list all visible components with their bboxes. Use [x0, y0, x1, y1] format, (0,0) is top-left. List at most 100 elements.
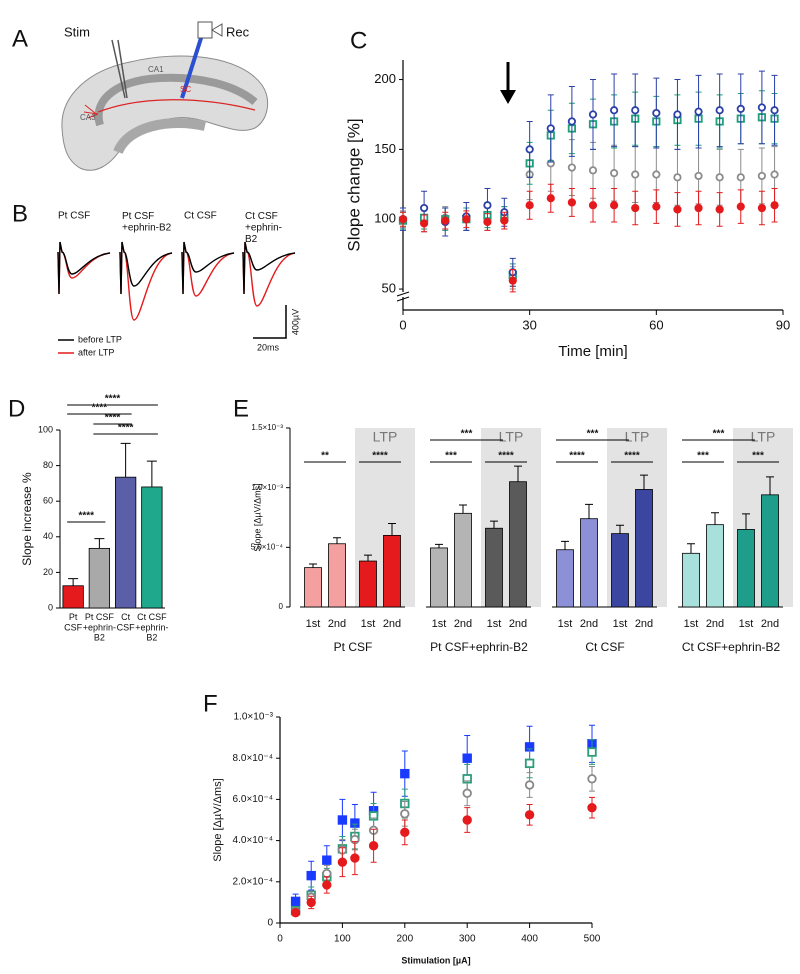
error-bar [94, 538, 105, 549]
error-bar [742, 513, 750, 530]
bar [359, 560, 377, 608]
x-tick-label: 1st [684, 618, 699, 630]
marker [524, 780, 535, 790]
marker [588, 201, 598, 210]
y-tick-label: 2.0×10⁻⁴ [233, 876, 273, 887]
x-axis-label: Time [min] [558, 343, 627, 360]
x-tick-label: Pt CSF [64, 612, 83, 632]
y-tick-label: 40 [43, 531, 53, 541]
significance-label: **** [372, 451, 388, 462]
marker [736, 104, 745, 113]
bar [635, 489, 653, 608]
bar [62, 585, 84, 609]
x-tick-label: 2nd [454, 618, 472, 630]
trace [119, 241, 173, 295]
y-tick-label: 6.0×10⁻⁴ [233, 794, 273, 805]
legend-label: before LTP [78, 334, 122, 344]
trace-column-label: Ct CSF +ephrin-B2 [245, 211, 282, 245]
marker [400, 827, 410, 838]
bar [485, 527, 503, 608]
y-tick-label: 50 [382, 280, 396, 295]
ltp-label: LTP [751, 429, 776, 445]
marker [483, 217, 492, 227]
marker [306, 897, 316, 908]
significance-label: *** [461, 429, 473, 440]
bar [141, 486, 163, 609]
x-tick-label: 90 [776, 317, 790, 332]
error-bar [514, 465, 522, 482]
x-tick-label: 100 [334, 934, 351, 945]
x-tick-label: 400 [521, 934, 538, 945]
bar [761, 494, 779, 608]
ltp-label: LTP [499, 429, 524, 445]
x-tick-label: 2nd [706, 618, 724, 630]
x-tick-label: 1st [558, 618, 573, 630]
marker [673, 205, 682, 214]
x-axis-label: Stimulation [µA] [401, 955, 470, 965]
trace [57, 241, 111, 295]
error-bar [333, 537, 341, 544]
trace [119, 241, 173, 321]
significance-label: *** [587, 429, 599, 440]
marker [567, 117, 576, 126]
error-bar [766, 476, 774, 495]
bar [304, 567, 322, 608]
marker [462, 215, 471, 224]
axis-break [396, 291, 410, 302]
panel-label: B [12, 200, 28, 227]
marker [462, 753, 472, 763]
hippocampus-diagram: Stim Rec CA1 SC CA3 DG [61, 21, 269, 171]
marker [588, 166, 598, 175]
diagram-label: Stim [64, 24, 90, 39]
trace [242, 241, 296, 295]
panel-label: D [8, 395, 25, 422]
x-tick-label: 0 [399, 317, 406, 332]
error-bar [364, 554, 372, 562]
bar [328, 543, 346, 608]
marker [715, 205, 724, 214]
group-label: Ct CSF+ephrin-B2 [682, 640, 781, 654]
y-tick-label: 1.5×10⁻³ [251, 423, 283, 432]
x-tick-label: Pt CSF +ephrin-B2 [83, 612, 116, 643]
error-bar [585, 503, 593, 519]
y-axis-label: Slope [ΔµV/Δms] [252, 483, 262, 551]
significance-label: **** [78, 511, 94, 522]
x-tick-label: 2nd [509, 618, 527, 630]
trace-column-label: Pt CSF +ephrin-B2 [122, 211, 172, 234]
error-bar [459, 504, 467, 514]
trace [57, 241, 111, 295]
legend-label: after LTP [78, 347, 114, 357]
marker [610, 201, 619, 210]
bar [580, 518, 598, 608]
x-tick-label: 500 [584, 934, 601, 945]
trace [181, 241, 235, 297]
bar [737, 529, 755, 608]
y-tick-label: 0 [48, 602, 53, 612]
bar [556, 549, 574, 608]
marker [398, 215, 408, 224]
diagram-label: CA3 [80, 113, 96, 122]
x-tick-label: 30 [522, 317, 536, 332]
marker [652, 202, 661, 211]
marker [652, 170, 661, 179]
marker [588, 110, 598, 119]
marker [306, 870, 316, 881]
scale-bar [253, 305, 287, 339]
x-tick-label: 1st [739, 618, 754, 630]
x-tick-label: 1st [361, 618, 376, 630]
rec-amplifier [197, 21, 223, 39]
significance-label: *** [697, 451, 709, 462]
marker [420, 219, 429, 228]
y-tick-label: 150 [374, 141, 396, 156]
bar [383, 535, 401, 608]
marker [736, 173, 745, 182]
x-tick-label: 2nd [383, 618, 401, 630]
marker [673, 110, 682, 119]
trace [242, 241, 296, 307]
significance-label: **** [105, 413, 121, 424]
error-bar [435, 543, 443, 548]
marker [546, 194, 555, 203]
scale-label: 20ms [257, 342, 280, 352]
marker [546, 124, 555, 133]
traces-panel: Pt CSF Pt CSF +ephrin-B2 Ct CSF Ct CSF +ep… [57, 211, 300, 357]
